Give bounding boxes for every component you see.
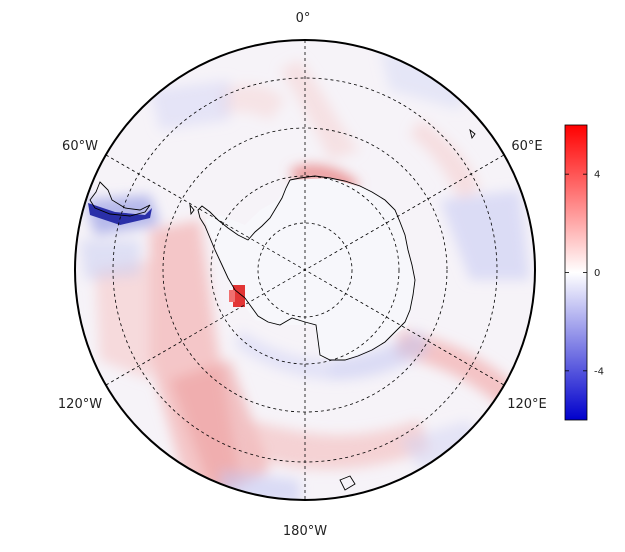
meridian-line [105, 154, 505, 386]
colorbar: 4 0 -4 [564, 124, 604, 421]
lon-label-60w: 60°W [62, 139, 98, 154]
lon-label-120w: 120°W [58, 397, 102, 412]
lon-label-120e: 120°E [507, 397, 547, 412]
antarctic-peninsula-coastline [197, 179, 291, 299]
map-boundary [74, 39, 536, 501]
antarctica-coastline [244, 175, 416, 361]
island-coastline [469, 128, 476, 140]
anomaly-peak-edge [229, 290, 235, 302]
colorbar-tick-label: -4 [594, 366, 604, 377]
lon-label-180w: 180°W [283, 524, 327, 539]
colorbar-tick-label: 4 [594, 170, 600, 181]
anomaly-trough [88, 203, 152, 225]
island-coastline [339, 475, 356, 491]
graticule [105, 40, 505, 500]
colorbar-tick-label: 0 [594, 268, 600, 279]
coastlines [89, 128, 476, 491]
antarctica-landmass [205, 178, 415, 360]
anomaly-field [75, 40, 535, 500]
island-coastline [189, 203, 195, 216]
lon-label-60e: 60°E [511, 139, 542, 154]
south-america-tip-coastline [89, 181, 151, 217]
latitude-circle [210, 175, 400, 365]
lon-label-0: 0° [296, 11, 311, 26]
